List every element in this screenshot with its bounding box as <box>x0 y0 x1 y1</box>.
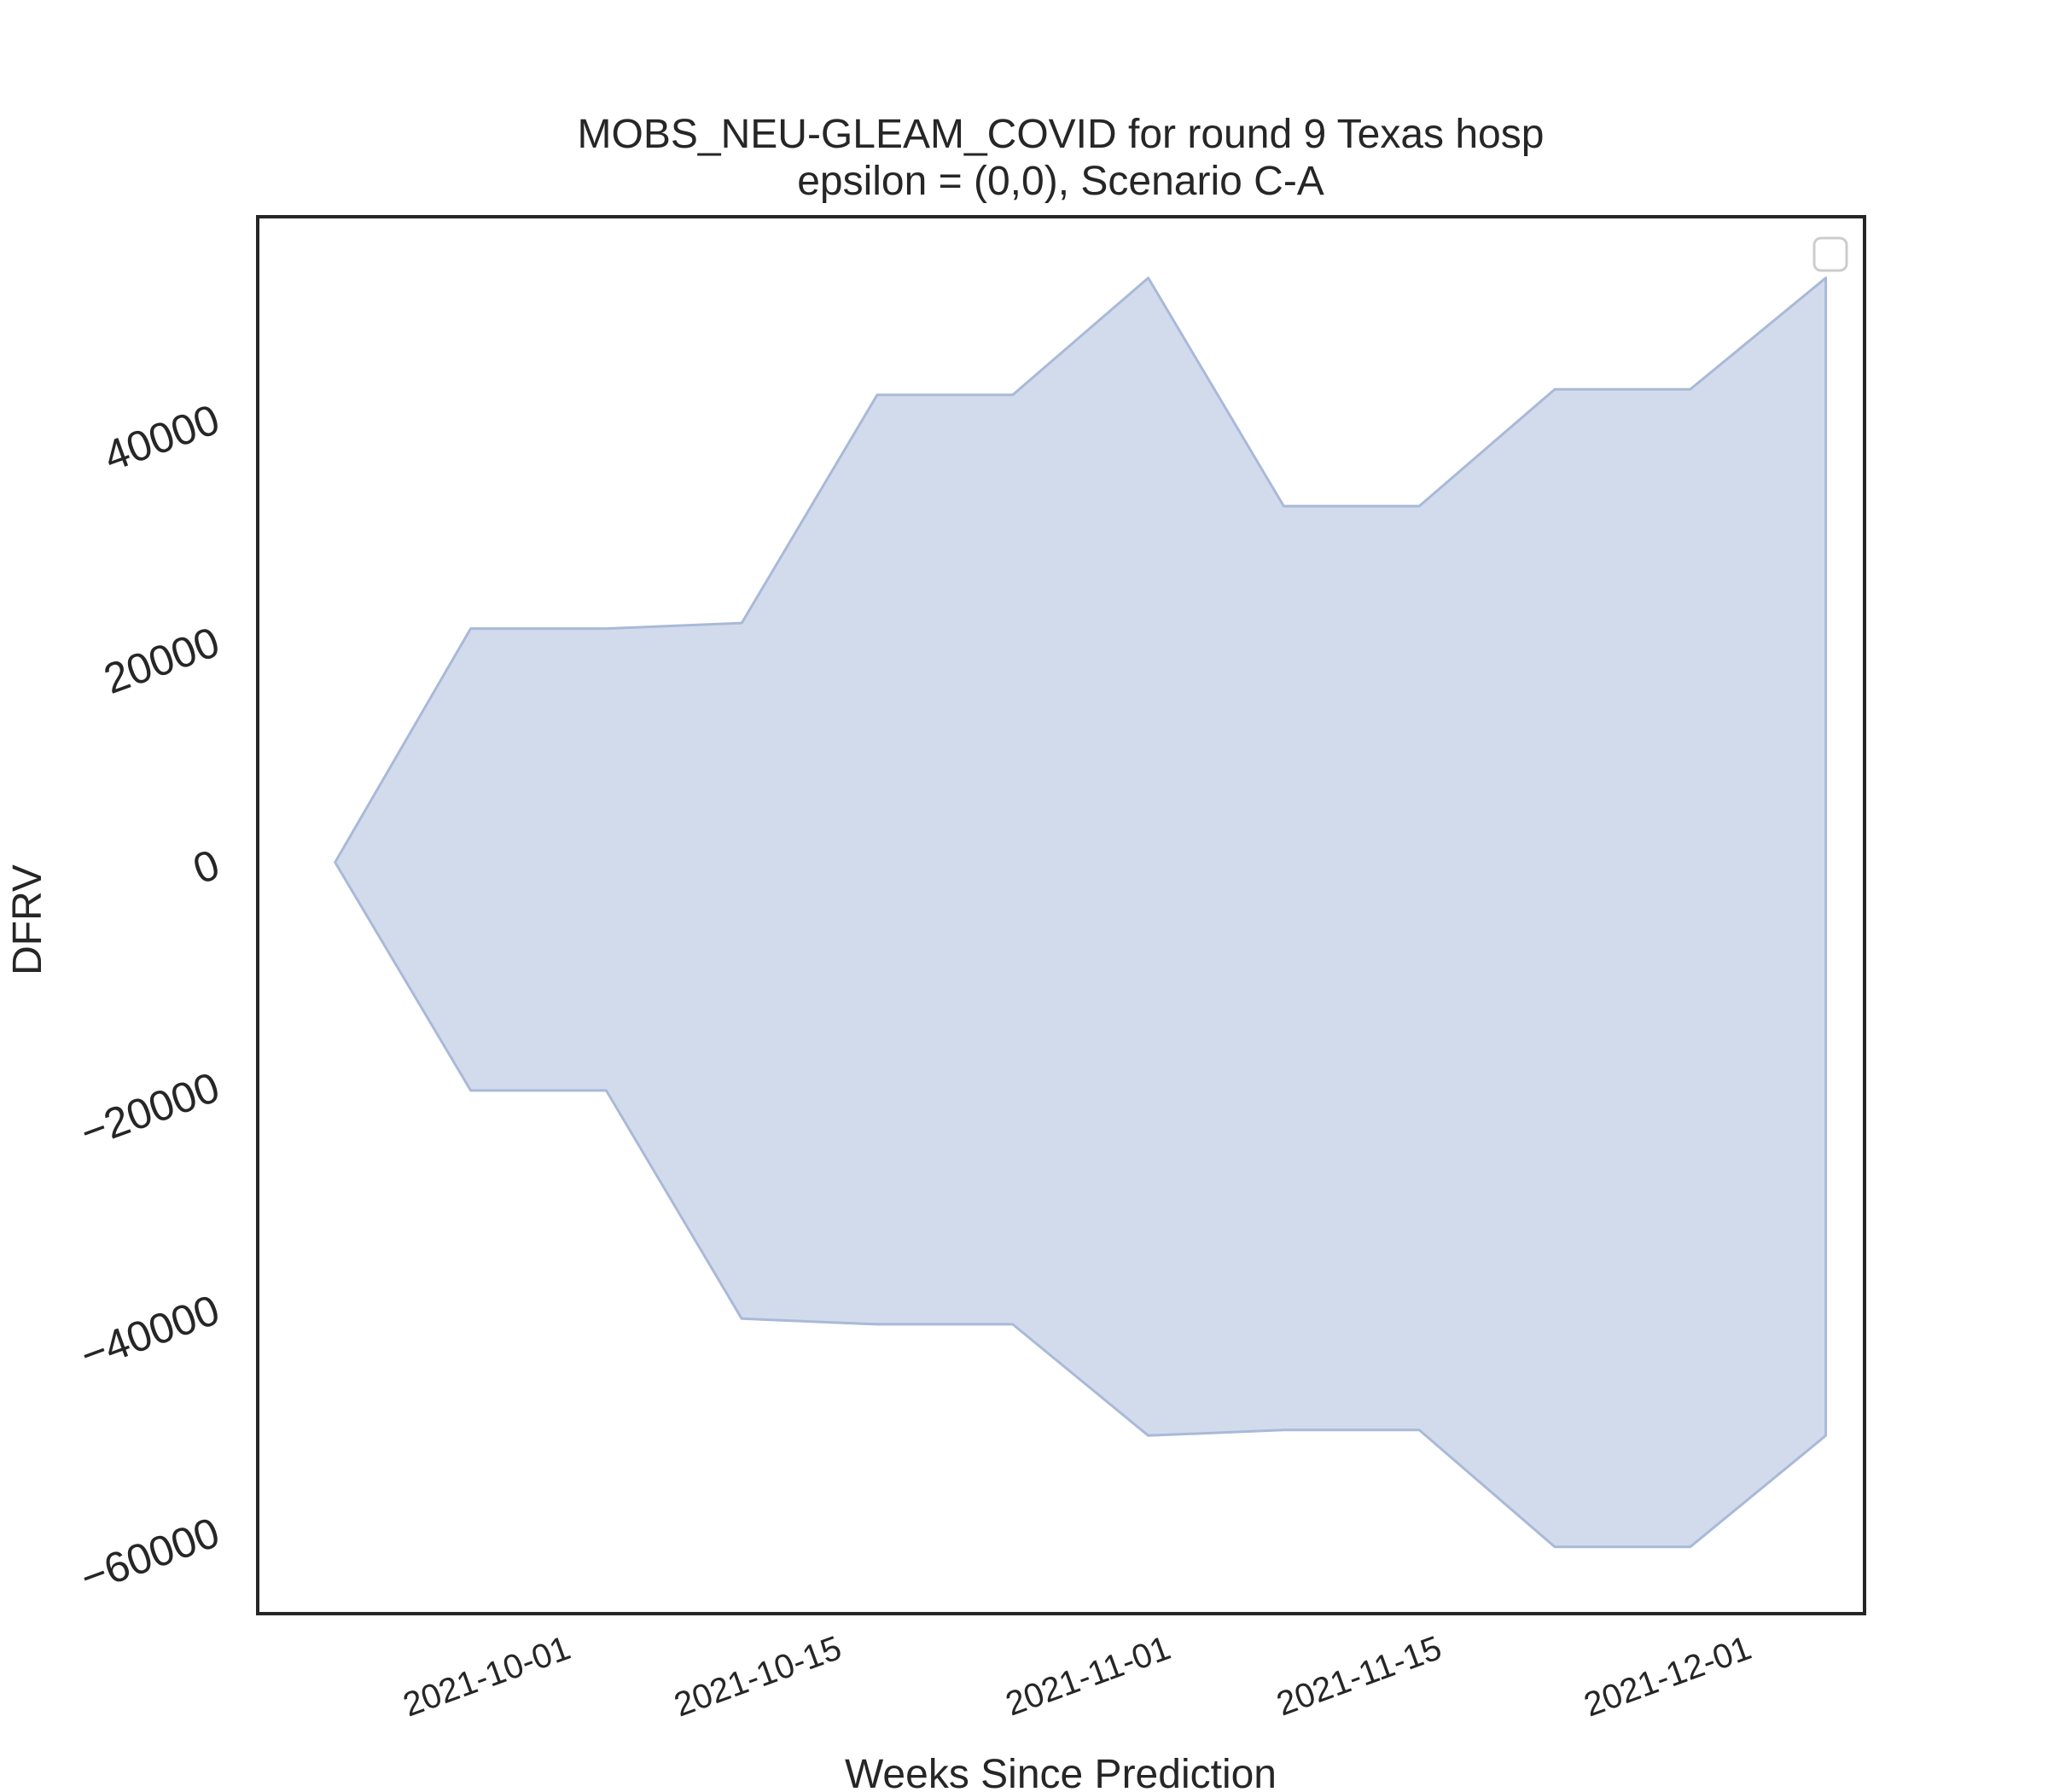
plot-frame <box>256 215 1866 1615</box>
legend-box <box>1812 236 1848 272</box>
x-tick-label: 2021-11-01 <box>1001 1629 1176 1723</box>
y-tick-label: −60000 <box>74 1508 225 1602</box>
y-tick-label: 40000 <box>97 395 225 480</box>
x-axis-label: Weeks Since Prediction <box>845 1752 1277 1792</box>
confidence-band-area <box>334 276 1828 1549</box>
y-tick-label: 0 <box>187 841 225 893</box>
y-axis: −60000 −40000 −20000 0 20000 40000 <box>74 395 225 1603</box>
x-axis: 2021-10-01 2021-10-15 2021-11-01 2021-11-15… <box>399 1629 1756 1724</box>
area-layer <box>334 276 1828 1549</box>
y-tick-label: −20000 <box>74 1063 225 1157</box>
chart-subtitle: epsilon = (0,0), Scenario C-A <box>797 159 1324 204</box>
y-tick-label: −40000 <box>74 1285 225 1379</box>
y-axis-label: DFRV <box>5 864 50 975</box>
chart-title: MOBS_NEU-GLEAM_COVID for round 9 Texas h… <box>578 112 1545 157</box>
x-tick-label: 2021-12-01 <box>1580 1629 1756 1724</box>
x-tick-label: 2021-10-15 <box>669 1629 846 1724</box>
x-tick-label: 2021-11-15 <box>1271 1629 1446 1723</box>
y-tick-label: 20000 <box>97 618 225 703</box>
x-tick-label: 2021-10-01 <box>399 1629 575 1724</box>
